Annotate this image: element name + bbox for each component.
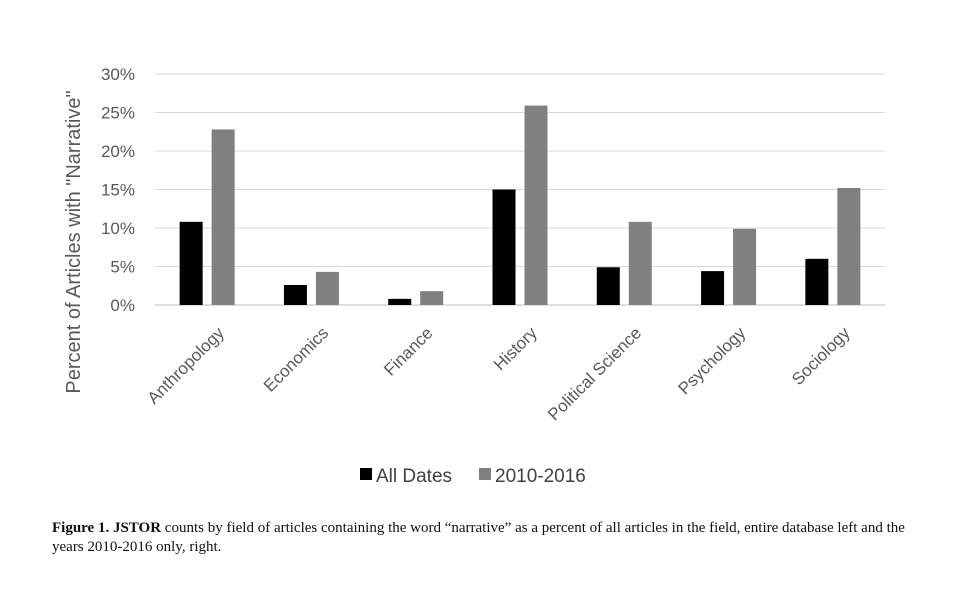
x-category-label: Anthropology — [144, 323, 229, 408]
bar-all-dates — [492, 189, 516, 305]
bar-all-dates — [596, 267, 620, 305]
bar-2010-2016 — [837, 187, 861, 305]
y-tick-label: 15% — [101, 181, 135, 200]
y-tick-label: 5% — [110, 258, 135, 277]
bar-2010-2016 — [524, 105, 548, 305]
x-category-label: Economics — [260, 323, 332, 395]
caption-lead: Figure 1. JSTOR — [52, 520, 162, 536]
legend-label: 2010-2016 — [495, 466, 586, 487]
x-category-label: Sociology — [788, 323, 854, 389]
y-axis-label: Percent of Articles with "Narrative" — [63, 90, 85, 393]
x-category-label: History — [490, 323, 541, 374]
bar-2010-2016 — [315, 271, 339, 305]
bar-2010-2016 — [628, 221, 652, 305]
bar-all-dates — [805, 258, 829, 305]
x-category-label: Psychology — [674, 323, 749, 398]
bar-all-dates — [388, 298, 412, 305]
figure-caption: Figure 1. JSTOR counts by field of artic… — [52, 519, 932, 557]
y-tick-label: 25% — [101, 104, 135, 123]
y-tick-label: 30% — [101, 65, 135, 84]
y-tick-label: 20% — [101, 142, 135, 161]
bar-all-dates — [179, 221, 203, 305]
bar-2010-2016 — [733, 228, 757, 305]
legend-label: All Dates — [376, 466, 452, 487]
caption-text: counts by field of articles containing t… — [52, 520, 905, 555]
bar-chart: 0% 5% 10% 15% 20% 25% 30% Anthropology Economic… — [63, 65, 885, 487]
bar-2010-2016 — [420, 291, 444, 305]
y-tick-label: 10% — [101, 219, 135, 238]
bar-all-dates — [701, 271, 725, 305]
x-category-label: Political Science — [544, 323, 645, 424]
legend-swatch — [479, 468, 491, 480]
x-category-label: Finance — [380, 323, 436, 379]
legend-swatch — [360, 468, 372, 480]
bar-2010-2016 — [211, 129, 235, 305]
y-tick-label: 0% — [110, 296, 135, 315]
bar-all-dates — [283, 284, 307, 305]
